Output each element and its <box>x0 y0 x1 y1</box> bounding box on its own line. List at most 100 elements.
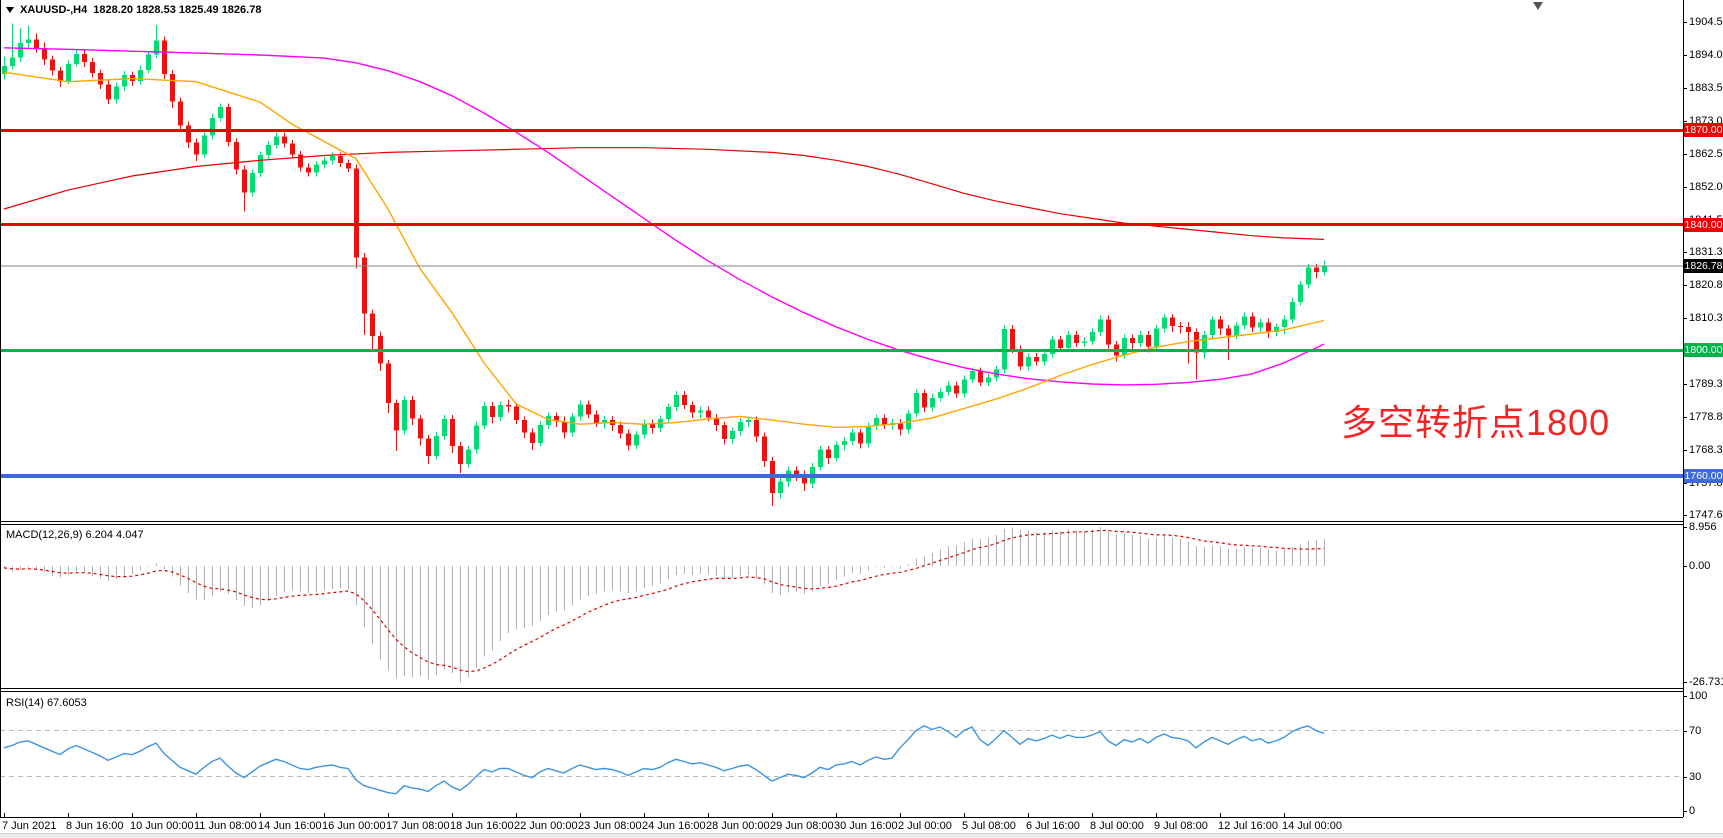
price-axis-tick <box>1683 285 1687 286</box>
candle-body <box>1178 325 1183 328</box>
symbol-dropdown-icon[interactable] <box>6 7 14 13</box>
price-axis-tick <box>1683 384 1687 385</box>
candle-body <box>570 416 575 433</box>
price-axis-label: 1747.60 <box>1689 509 1723 521</box>
macd-signal-line <box>3 529 1325 673</box>
candle-body <box>1210 319 1215 335</box>
candle-body <box>50 59 55 71</box>
candle-body <box>746 420 751 423</box>
candle-body <box>250 173 255 193</box>
candle-body <box>922 393 927 408</box>
time-axis-label[interactable]: 14 Jul 00:00 <box>1282 820 1342 832</box>
candle-body <box>914 393 919 414</box>
candle-body <box>426 438 431 456</box>
candle-body <box>210 117 215 136</box>
candle-body <box>714 417 719 426</box>
time-axis-label[interactable]: 8 Jun 16:00 <box>66 820 124 832</box>
candle-body <box>626 433 631 446</box>
price-axis-label: 1789.30 <box>1689 378 1723 390</box>
time-axis-label[interactable]: 10 Jun 00:00 <box>130 820 194 832</box>
candle-body <box>274 136 279 145</box>
time-axis-label[interactable]: 2 Jul 00:00 <box>898 820 952 832</box>
price-badge-1840.00: 1840.00 <box>1684 218 1723 232</box>
main-macd-separator[interactable] <box>0 521 1683 522</box>
candle-body <box>818 449 823 467</box>
candle-body <box>970 371 975 380</box>
price-axis-label: 1810.30 <box>1689 312 1723 324</box>
candle-body <box>410 400 415 419</box>
candle-body <box>450 418 455 446</box>
time-axis-label[interactable]: 28 Jun 00:00 <box>706 820 770 832</box>
macd-axis-label: 8.956 <box>1689 521 1717 533</box>
candle-body <box>298 154 303 168</box>
price-axis-tick <box>1683 483 1687 484</box>
candle-body <box>858 432 863 444</box>
time-axis-label[interactable]: 11 Jun 08:00 <box>194 820 257 832</box>
candle-body <box>1082 341 1087 344</box>
time-axis-label[interactable]: 23 Jun 08:00 <box>578 820 642 832</box>
macd-rsi-separator[interactable] <box>0 688 1683 689</box>
price-axis-tick <box>1683 154 1687 155</box>
candle-body <box>258 155 263 174</box>
candle-body <box>762 436 767 461</box>
time-axis-label[interactable]: 17 Jun 08:00 <box>386 820 450 832</box>
time-axis-label[interactable]: 22 Jun 00:00 <box>514 820 578 832</box>
candle-body <box>434 435 439 456</box>
candle-body <box>26 39 31 44</box>
chart-shift-marker-icon[interactable] <box>1533 2 1543 10</box>
candle-body <box>362 257 367 314</box>
candle-body <box>586 404 591 415</box>
time-axis-label[interactable]: 30 Jun 16:00 <box>834 820 898 832</box>
price-axis-tick <box>1683 515 1687 516</box>
price-axis-label: 1778.80 <box>1689 411 1723 423</box>
time-axis-label[interactable]: 29 Jun 08:00 <box>770 820 834 832</box>
time-axis-tick <box>644 813 645 817</box>
rsi-axis-tick <box>1683 777 1687 778</box>
time-axis-label[interactable]: 6 Jul 16:00 <box>1026 820 1080 832</box>
time-axis-label[interactable]: 9 Jul 08:00 <box>1154 820 1208 832</box>
candle-body <box>962 379 967 394</box>
candle-body <box>490 405 495 417</box>
candle-body <box>18 43 23 58</box>
candle-body <box>2 65 7 74</box>
time-axis-tick <box>452 813 453 817</box>
candle-body <box>82 54 87 62</box>
candle-body <box>306 167 311 173</box>
candle-body <box>1170 317 1175 326</box>
rsi-axis-label: 70 <box>1689 725 1702 737</box>
price-badge-1800.00: 1800.00 <box>1684 343 1723 357</box>
candle-body <box>1146 334 1151 347</box>
time-axis-tick <box>388 813 389 817</box>
symbol-period-label: XAUUSD-,H4 <box>20 4 88 16</box>
chart-title: XAUUSD-,H4 1828.20 1828.53 1825.49 1826.… <box>6 4 261 16</box>
time-axis-label[interactable]: 12 Jul 16:00 <box>1218 820 1278 832</box>
candle-body <box>978 371 983 383</box>
time-axis-label[interactable]: 18 Jun 16:00 <box>450 820 514 832</box>
time-axis-label[interactable]: 14 Jun 16:00 <box>258 820 322 832</box>
candle-body <box>506 405 511 407</box>
macd-axis-tick <box>1683 682 1687 683</box>
candle-body <box>882 418 887 426</box>
time-axis-tick <box>900 813 901 817</box>
time-axis-label[interactable]: 16 Jun 00:00 <box>322 820 386 832</box>
time-axis-label[interactable]: 5 Jul 08:00 <box>962 820 1016 832</box>
candle-body <box>1226 328 1231 336</box>
candle-body <box>218 107 223 118</box>
candle-body <box>194 142 199 155</box>
candle-body <box>874 418 879 427</box>
macd-axis-label: 0.00 <box>1689 560 1711 572</box>
candle-body <box>10 57 15 66</box>
rsi-indicator-label: RSI(14) 67.6053 <box>6 697 87 709</box>
candle-body <box>66 63 71 82</box>
time-axis-label[interactable]: 8 Jul 00:00 <box>1090 820 1144 832</box>
candle-body <box>1298 284 1303 302</box>
candle-body <box>1122 338 1127 356</box>
candle-body <box>186 125 191 143</box>
time-axis-label[interactable]: 24 Jun 16:00 <box>642 820 706 832</box>
ma-orange-line <box>3 71 1325 429</box>
candle-body <box>290 143 295 155</box>
candle-body <box>1218 319 1223 329</box>
time-axis-label[interactable]: 7 Jun 2021 <box>2 820 57 832</box>
